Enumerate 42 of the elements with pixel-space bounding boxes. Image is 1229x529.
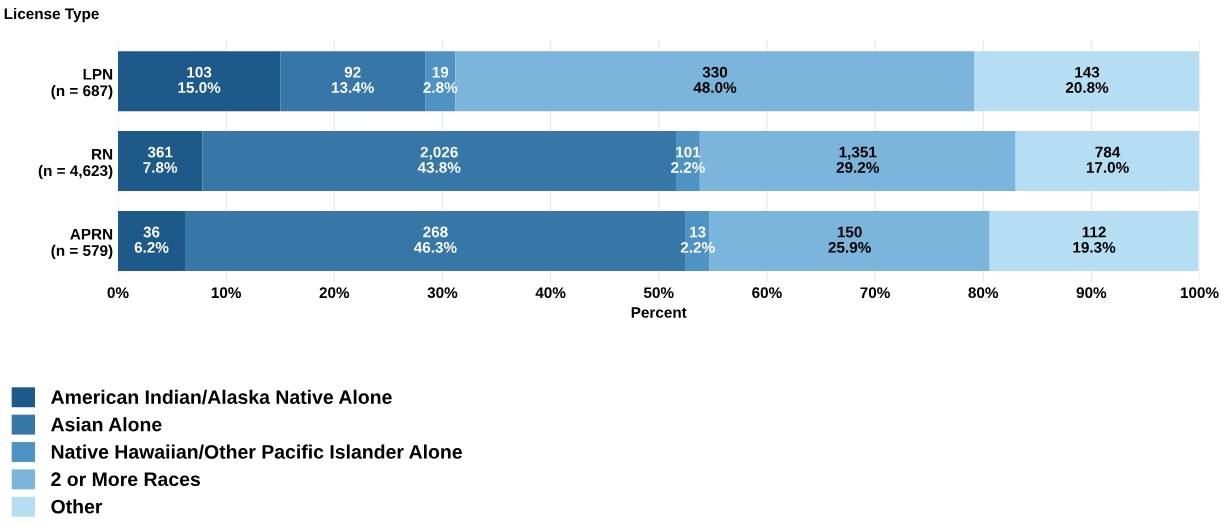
- x-tick-label: 30%: [427, 287, 458, 299]
- legend-label: Asian Alone: [51, 417, 162, 432]
- data-label: 1,351 29.2%: [836, 146, 879, 173]
- legend-label: 2 or More Races: [51, 472, 200, 487]
- data-label: 150 25.9%: [828, 226, 871, 253]
- bar: [117, 211, 186, 271]
- data-label: 92 13.4%: [331, 66, 374, 93]
- legend-label: American Indian/Alaska Native Alone: [51, 389, 392, 405]
- x-tick-label: 90%: [1076, 287, 1107, 299]
- x-tick-label: 40%: [535, 287, 566, 299]
- data-label: 2,026 43.8%: [417, 146, 461, 173]
- x-axis-title: Percent: [631, 307, 687, 318]
- data-label: 19 2.8%: [423, 66, 458, 93]
- bar: [117, 51, 281, 112]
- legend-label: Native Hawaiian/Other Pacific Islander Alone: [51, 444, 462, 459]
- y-tick-label: LPN (n = 687): [51, 69, 113, 100]
- data-label: 143 20.8%: [1065, 66, 1109, 93]
- bar: [1015, 131, 1200, 192]
- x-tick-label: 70%: [860, 287, 890, 299]
- x-tick-label: 20%: [319, 287, 350, 299]
- data-label: 36 6.2%: [134, 226, 169, 253]
- data-label: 361 7.8%: [143, 146, 178, 173]
- data-label: 268 46.3%: [413, 226, 457, 253]
- y-tick-label: APRN (n = 579): [51, 228, 113, 260]
- y-tick-label: RN (n = 4,623): [38, 148, 113, 180]
- x-tick-label: 60%: [752, 287, 782, 299]
- bar: [989, 211, 1199, 271]
- x-tick-label: 0%: [107, 287, 129, 299]
- data-label: 103 15.0%: [178, 66, 221, 93]
- bar: [117, 131, 203, 192]
- x-tick-label: 100%: [1180, 287, 1219, 299]
- y-axis-title: License Type: [4, 7, 99, 23]
- data-label: 784 17.0%: [1086, 146, 1129, 173]
- data-label: 112 19.3%: [1073, 226, 1116, 253]
- data-label: 13 2.2%: [680, 226, 715, 253]
- data-label: 330 48.0%: [693, 66, 737, 93]
- x-tick-label: 80%: [968, 287, 999, 299]
- legend-label: Other: [51, 499, 103, 514]
- bar: [974, 51, 1200, 112]
- x-tick-label: 10%: [211, 287, 242, 299]
- x-tick-label: 50%: [643, 287, 674, 299]
- data-label: 101 2.2%: [671, 146, 705, 173]
